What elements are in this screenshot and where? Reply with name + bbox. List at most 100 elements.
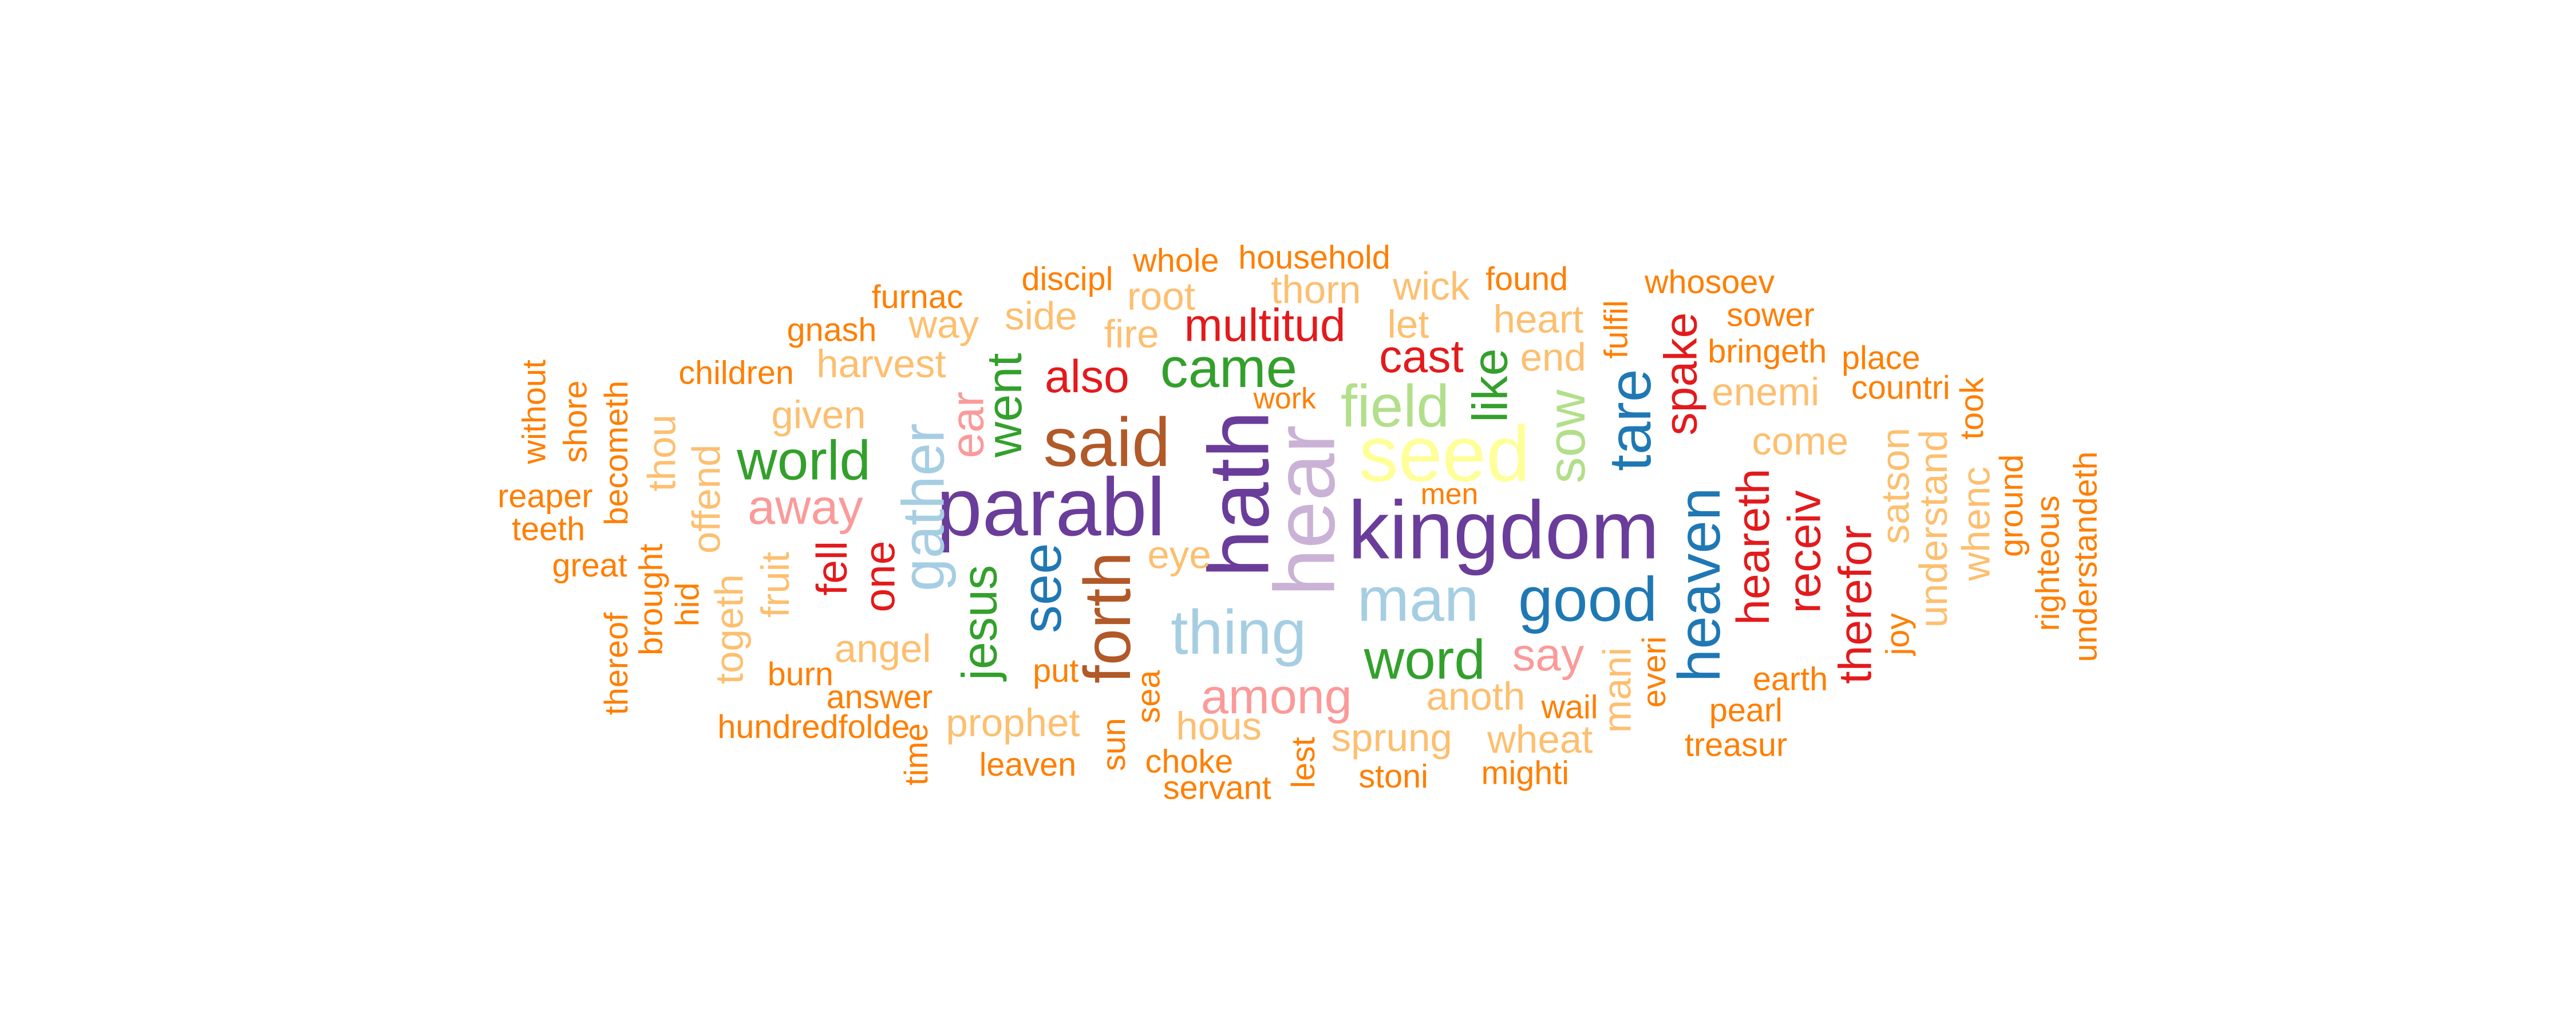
- word-jesus: jesus: [953, 564, 1008, 681]
- word-see: see: [1011, 543, 1074, 634]
- word-teeth: teeth: [512, 512, 586, 549]
- word-enemi: enemi: [1712, 370, 1820, 416]
- word-angel: angel: [834, 627, 931, 672]
- word-mani: mani: [1596, 647, 1641, 733]
- word-put: put: [1033, 654, 1079, 690]
- word-harvest: harvest: [816, 342, 946, 388]
- word-understand: understand: [1912, 429, 1957, 628]
- word-kingdom: kingdom: [1348, 484, 1660, 577]
- word-hundredfolde: hundredfolde: [717, 710, 910, 746]
- word-like: like: [1464, 348, 1519, 423]
- word-receiv: receiv: [1779, 490, 1830, 614]
- word-thing: thing: [1171, 599, 1307, 669]
- word-seed: seed: [1358, 412, 1531, 499]
- word-given: given: [771, 393, 866, 439]
- word-thorn: thorn: [1271, 268, 1361, 313]
- word-men: men: [1420, 477, 1479, 511]
- word-let: let: [1387, 303, 1429, 348]
- word-way: way: [908, 303, 979, 348]
- word-without: without: [517, 360, 554, 464]
- word-anoth: anoth: [1426, 675, 1526, 720]
- word-said: said: [1043, 403, 1171, 481]
- word-pearl: pearl: [1709, 693, 1783, 730]
- word-burn: burn: [767, 657, 833, 694]
- word-time: time: [899, 723, 936, 786]
- word-end: end: [1520, 335, 1586, 381]
- word-satson: satson: [1874, 428, 1919, 544]
- word-sea: sea: [1131, 670, 1168, 724]
- word-whenc: whenc: [1955, 467, 2000, 581]
- word-wick: wick: [1393, 265, 1470, 310]
- word-treasur: treasur: [1685, 728, 1788, 765]
- word-servant: servant: [1163, 771, 1271, 807]
- word-ear: ear: [942, 392, 993, 459]
- word-hid: hid: [670, 582, 707, 627]
- word-joy: joy: [1880, 613, 1918, 655]
- word-fell: fell: [807, 540, 857, 596]
- word-parabl: parabl: [936, 461, 1165, 554]
- word-heareth: heareth: [1728, 468, 1779, 625]
- word-came: came: [1160, 337, 1297, 401]
- word-gnash: gnash: [787, 313, 877, 349]
- word-away: away: [748, 481, 863, 536]
- word-everi: everi: [1637, 636, 1674, 708]
- word-spake: spake: [1655, 312, 1706, 436]
- word-lest: lest: [1286, 737, 1323, 788]
- word-forth: forth: [1072, 551, 1145, 684]
- word-bringeth: bringeth: [1708, 334, 1827, 371]
- word-offend: offend: [685, 444, 730, 554]
- word-world: world: [737, 429, 871, 493]
- word-good: good: [1518, 566, 1658, 636]
- word-root: root: [1127, 275, 1195, 320]
- word-reaper: reaper: [497, 479, 593, 516]
- word-hous: hous: [1176, 705, 1262, 750]
- word-mighti: mighti: [1481, 756, 1570, 792]
- word-discipl: discipl: [1021, 262, 1113, 298]
- word-sower: sower: [1726, 298, 1815, 335]
- word-thou: thou: [641, 414, 685, 492]
- word-sow: sow: [1536, 389, 1597, 484]
- word-furnac: furnac: [871, 280, 963, 317]
- word-sun: sun: [1097, 718, 1133, 771]
- word-whole: whole: [1133, 243, 1219, 281]
- word-place: place: [1841, 341, 1921, 377]
- word-children: children: [678, 355, 794, 392]
- word-field: field: [1340, 372, 1450, 440]
- word-took: took: [1955, 377, 1992, 440]
- word-cast: cast: [1379, 331, 1464, 382]
- word-word: word: [1364, 629, 1485, 692]
- word-fruit: fruit: [754, 551, 799, 618]
- word-therefor: therefor: [1830, 525, 1881, 684]
- word-wheat: wheat: [1487, 718, 1593, 763]
- word-great: great: [552, 548, 627, 585]
- word-come: come: [1752, 420, 1849, 465]
- word-heaven: heaven: [1665, 487, 1733, 682]
- word-shore: shore: [558, 380, 595, 463]
- word-one: one: [855, 540, 904, 613]
- word-becometh: becometh: [599, 380, 636, 526]
- word-leaven: leaven: [979, 748, 1077, 784]
- word-earth: earth: [1752, 662, 1828, 698]
- word-wail: wail: [1541, 690, 1598, 726]
- word-say: say: [1512, 629, 1585, 681]
- word-eye: eye: [1147, 534, 1211, 578]
- word-countri: countri: [1851, 370, 1950, 407]
- word-brought: brought: [634, 543, 671, 655]
- word-prophet: prophet: [946, 701, 1080, 746]
- word-side: side: [1005, 295, 1077, 339]
- word-stoni: stoni: [1358, 759, 1428, 796]
- word-work: work: [1253, 382, 1316, 416]
- word-ground: ground: [1994, 454, 2031, 557]
- word-answer: answer: [826, 680, 933, 717]
- word-also: also: [1045, 350, 1129, 402]
- word-hear: hear: [1258, 425, 1354, 597]
- word-righteous: righteous: [2030, 495, 2067, 631]
- word-multitud: multitud: [1184, 299, 1346, 351]
- word-choke: choke: [1145, 744, 1234, 781]
- word-sprung: sprung: [1331, 716, 1452, 761]
- word-heart: heart: [1493, 298, 1584, 343]
- word-understandeth: understandeth: [2068, 451, 2105, 662]
- word-found: found: [1485, 262, 1568, 298]
- word-household: household: [1238, 240, 1390, 277]
